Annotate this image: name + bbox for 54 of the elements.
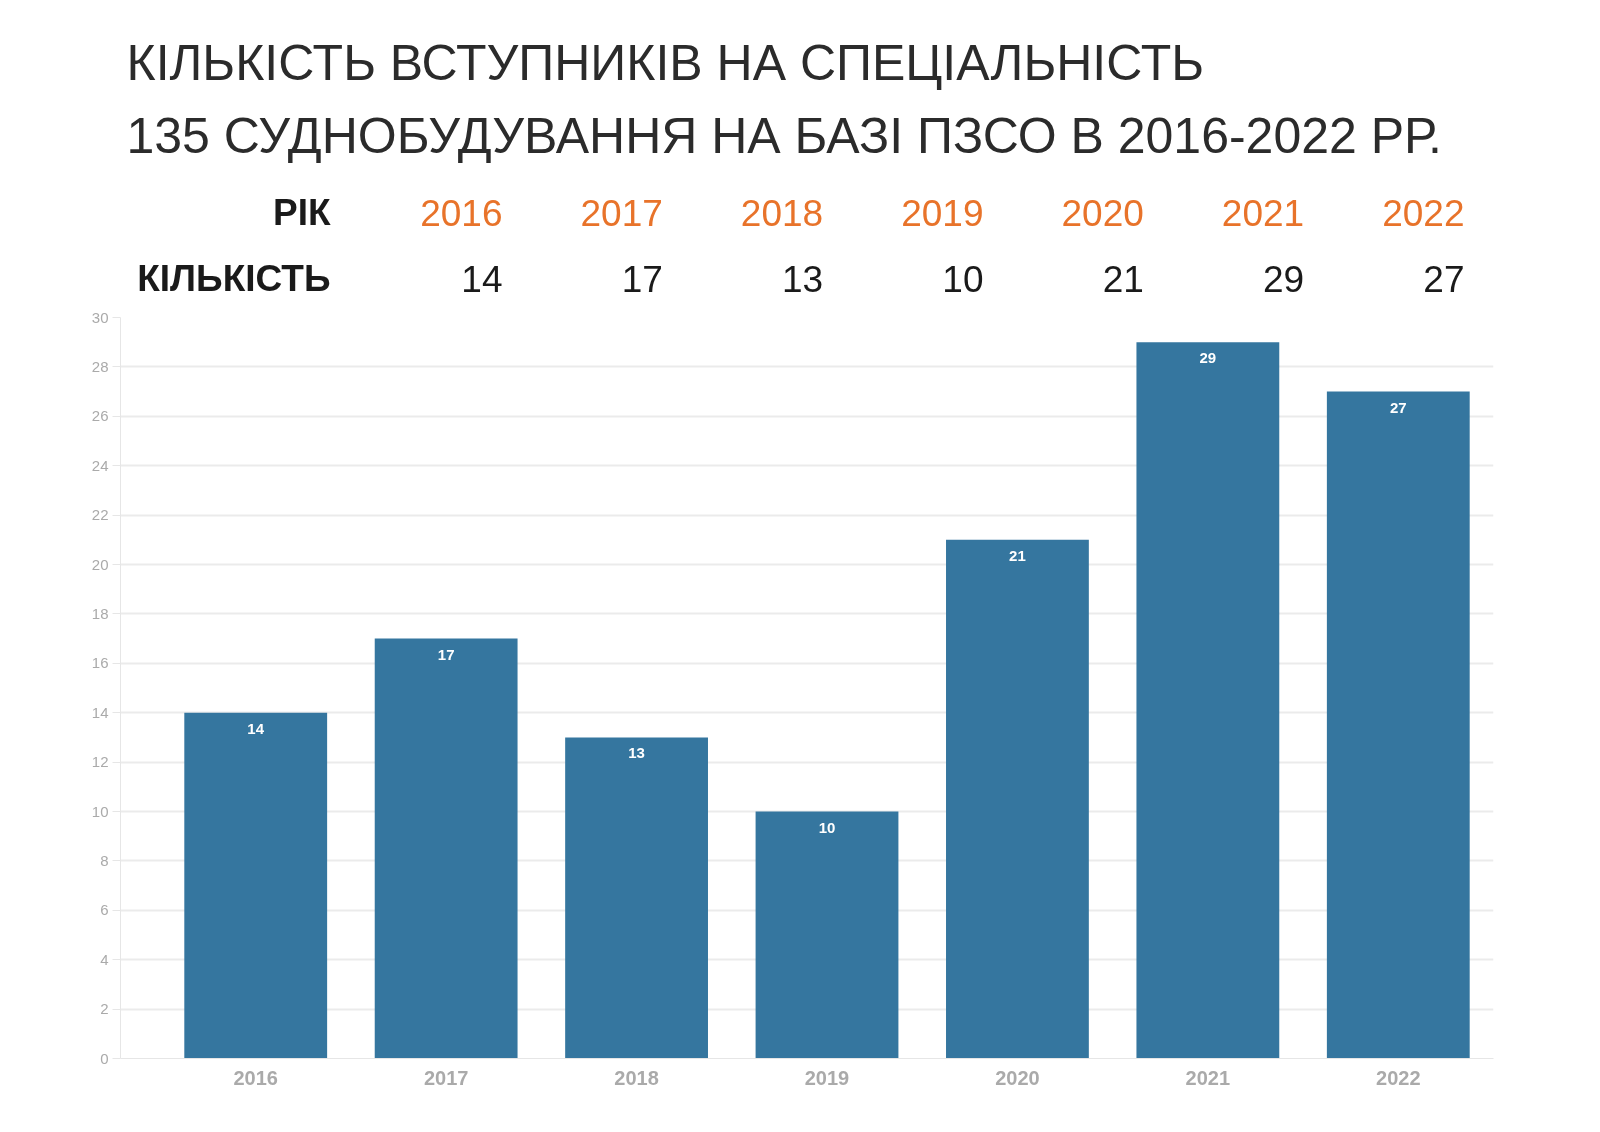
x-tick-label: 2021 <box>1185 1066 1231 1089</box>
y-tick-label: 24 <box>91 456 109 474</box>
data-label: 13 <box>782 258 824 300</box>
x-tick-label: 2017 <box>580 192 663 234</box>
data-label: 21 <box>1009 546 1026 564</box>
y-tick-label: 16 <box>91 654 109 672</box>
y-tick-label: 4 <box>100 950 109 968</box>
y-tick-label: 20 <box>91 555 109 573</box>
bar <box>374 638 518 1059</box>
x-tick-label: 2016 <box>233 1066 278 1089</box>
y-tick-label: 28 <box>91 357 109 375</box>
y-tick-label: 12 <box>91 753 109 771</box>
y-tick-label: 22 <box>91 506 109 524</box>
x-tick-label: 2018 <box>614 1066 659 1089</box>
x-tick-label: 2017 <box>423 1066 469 1089</box>
bar <box>565 737 708 1059</box>
data-label: 14 <box>247 719 265 737</box>
data-label: 27 <box>1389 398 1407 416</box>
x-tick-label: 2022 <box>1376 1066 1421 1089</box>
y-tick-label: 26 <box>91 407 109 425</box>
data-label: 27 <box>1423 258 1465 300</box>
x-tick-label: 2020 <box>1061 192 1144 234</box>
data-label: 10 <box>818 818 836 836</box>
bar <box>946 539 1089 1059</box>
bar <box>1326 391 1470 1059</box>
x-tick-label: 2019 <box>901 192 984 234</box>
y-tick-label: 14 <box>91 703 109 721</box>
data-label: 17 <box>437 645 455 663</box>
y-tick-label: 18 <box>91 604 109 622</box>
y-tick-label: 0 <box>100 1049 109 1067</box>
y-tick-label: 10 <box>91 802 109 820</box>
y-tick-label: 6 <box>100 901 109 919</box>
data-label: 17 <box>621 258 663 300</box>
x-tick-label: 2022 <box>1382 192 1465 234</box>
chart-title: КІЛЬКІСТЬ ВСТУПНИКІВ НА СПЕЦІАЛЬНІСТЬ 135 СУДНОБУДУВАННЯ НА БАЗІ ПЗСО В 2016-2022 РР. <box>126 35 1442 164</box>
bar <box>184 712 328 1059</box>
x-tick-label: 2016 <box>420 192 503 234</box>
x-tick-label: 2021 <box>1221 192 1305 234</box>
data-label: 13 <box>628 744 645 762</box>
bar <box>1136 342 1280 1059</box>
x-tick-label: 2020 <box>995 1066 1040 1089</box>
y-tick-label: КІЛЬКІСТЬ <box>137 258 331 299</box>
data-label: 29 <box>1199 349 1217 367</box>
y-tick-label: 30 <box>91 308 109 326</box>
x-axis-title: РІК <box>272 192 331 233</box>
bar <box>755 811 899 1059</box>
y-tick-label: 2 <box>100 1000 109 1018</box>
x-tick-label: 2018 <box>740 192 824 234</box>
data-label: 29 <box>1263 258 1305 300</box>
y-tick-label: 8 <box>100 851 109 869</box>
x-tick-label: 2019 <box>804 1066 850 1089</box>
data-label: 21 <box>1102 258 1144 300</box>
data-label: 10 <box>942 258 984 300</box>
data-label: 14 <box>461 258 503 300</box>
